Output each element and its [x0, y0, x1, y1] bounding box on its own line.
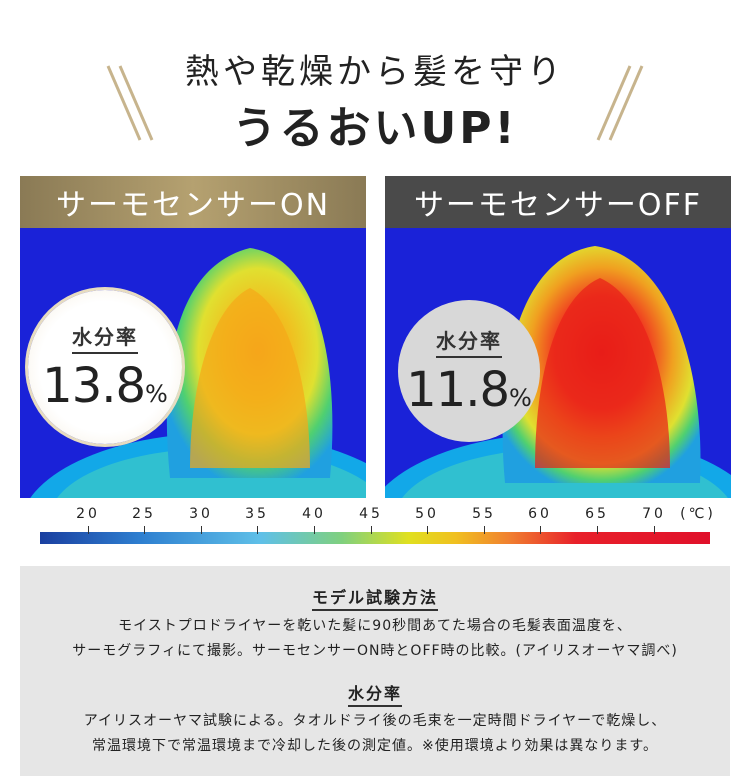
scale-tick-label: 65 [585, 506, 609, 522]
moisture-badge-off: 水分率 11.8% [398, 300, 540, 442]
scale-tick-label: 70 [642, 506, 666, 522]
headline-line1: 熱や乾燥から髪を守り [185, 52, 565, 92]
moisture-unit-off: % [509, 383, 532, 412]
thermal-image-on: 水分率 13.8% [20, 228, 366, 498]
headline-line2: うるおいUP! [232, 103, 518, 154]
scale-tick-label: 60 [528, 506, 552, 522]
thermal-hair-graphic-on [30, 248, 366, 498]
scale-tick-label: 30 [189, 506, 213, 522]
scale-tick-label: 50 [415, 506, 439, 522]
thermo-panel-on: サーモセンサーON 水分率 13.8% [20, 176, 366, 498]
temperature-color-bar [40, 526, 710, 544]
scale-tick-label: 55 [472, 506, 496, 522]
moisture-line2: 常温環境下で常温環境まで冷却した後の測定値。※使用環境より効果は異なります。 [91, 738, 659, 754]
moisture-value-on: 13.8 [42, 357, 146, 414]
scale-tick-label: 20 [76, 506, 100, 522]
moisture-value-off: 11.8 [406, 361, 510, 418]
right-slash-decoration [596, 65, 644, 141]
moisture-title: 水分率 [20, 680, 730, 707]
method-line2: サーモグラフィにて撮影。サーモセンサーON時とOFF時の比較。(アイリスオーヤマ… [72, 643, 678, 659]
scale-tick-label: 35 [245, 506, 269, 522]
thermal-hair-graphic-off [385, 246, 731, 498]
moisture-label-off: 水分率 [436, 325, 502, 358]
temperature-scale-ticks: 20 25 30 35 40 45 50 55 60 65 70 (℃) [40, 506, 720, 528]
panel-on-title: サーモセンサーON [20, 176, 366, 228]
method-line1: モイストプロドライヤーを乾いた髪に90秒間あてた場合の毛髪表面温度を、 [118, 618, 632, 634]
thermo-panel-off: サーモセンサーOFF 水分率 11.8% [385, 176, 731, 498]
scale-tick-label: 45 [359, 506, 383, 522]
thermal-image-off: 水分率 11.8% [385, 228, 731, 498]
moisture-unit-on: % [145, 379, 168, 408]
scale-tick-label: 25 [132, 506, 156, 522]
moisture-line1: アイリスオーヤマ試験による。タオルドライ後の毛束を一定時間ドライヤーで乾燥し、 [83, 713, 667, 729]
moisture-badge-on: 水分率 13.8% [28, 290, 182, 444]
panel-off-title: サーモセンサーOFF [385, 176, 731, 228]
scale-unit: (℃) [680, 506, 716, 522]
notes-box: モデル試験方法 モイストプロドライヤーを乾いた髪に90秒間あてた場合の毛髪表面温… [20, 566, 730, 776]
scale-tick-label: 40 [302, 506, 326, 522]
left-slash-decoration [106, 65, 154, 141]
moisture-label-on: 水分率 [72, 321, 138, 354]
method-title: モデル試験方法 [20, 584, 730, 611]
